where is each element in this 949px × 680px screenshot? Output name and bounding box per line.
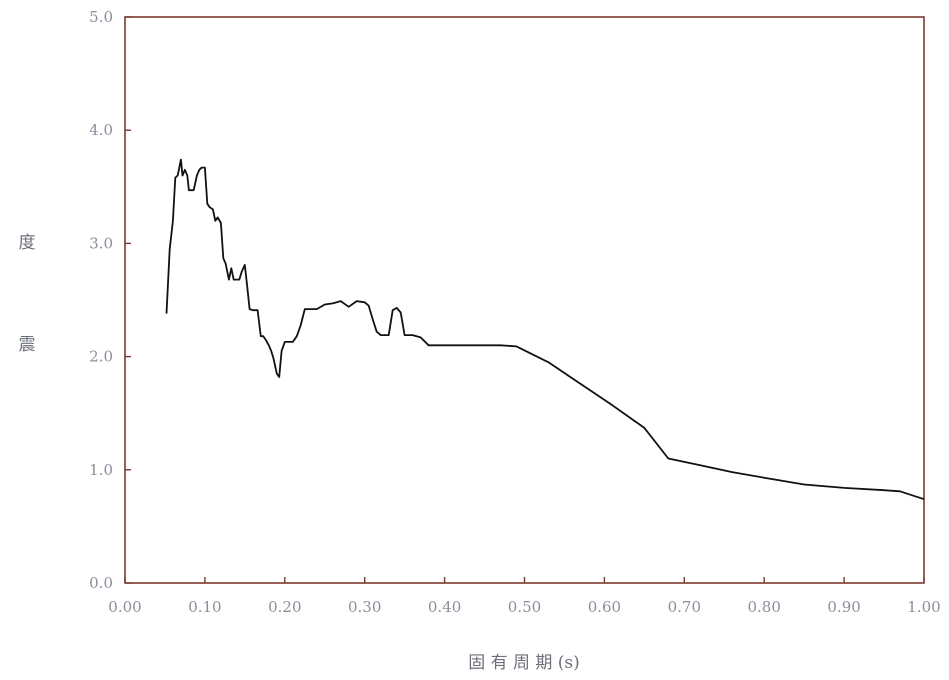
y-axis-title-bottom: 震 bbox=[19, 335, 36, 355]
y-tick-label: 4.0 bbox=[89, 121, 113, 139]
y-axis-title-top: 度 bbox=[19, 233, 36, 253]
x-tick-label: 0.00 bbox=[108, 598, 141, 616]
y-tick-label: 1.0 bbox=[89, 461, 113, 479]
x-tick-label: 0.90 bbox=[827, 598, 860, 616]
x-tick-label: 0.70 bbox=[668, 598, 701, 616]
y-axis-tick-labels: 0.0 1.0 2.0 3.0 4.0 5.0 bbox=[89, 8, 113, 592]
y-tick-label: 3.0 bbox=[89, 234, 113, 252]
x-tick-label: 0.50 bbox=[508, 598, 541, 616]
x-tick-label: 0.10 bbox=[188, 598, 221, 616]
y-tick-label: 2.0 bbox=[89, 348, 113, 366]
x-tick-label: 0.30 bbox=[348, 598, 381, 616]
axis-ticks bbox=[124, 16, 925, 584]
x-tick-label: 0.20 bbox=[268, 598, 301, 616]
series-line bbox=[165, 158, 925, 501]
x-axis-tick-labels: 0.00 0.10 0.20 0.30 0.40 0.50 0.60 0.70 0.80 0.90… bbox=[108, 598, 940, 616]
x-tick-label: 0.60 bbox=[588, 598, 621, 616]
x-tick-label: 0.80 bbox=[747, 598, 780, 616]
y-tick-label: 5.0 bbox=[89, 8, 113, 26]
x-tick-label: 0.40 bbox=[428, 598, 461, 616]
x-tick-label: 1.00 bbox=[907, 598, 940, 616]
plot-frame bbox=[124, 16, 925, 584]
x-axis-title: 固 有 周 期 (s) bbox=[468, 653, 580, 673]
y-tick-label: 0.0 bbox=[89, 574, 113, 592]
